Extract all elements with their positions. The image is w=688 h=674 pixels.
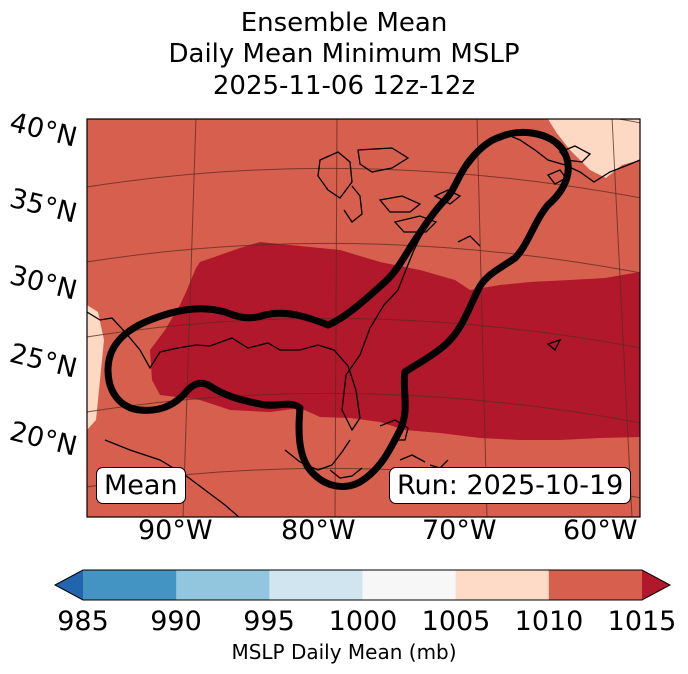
lon-label-60w: 60°W: [563, 515, 638, 546]
colorbar-label: MSLP Daily Mean (mb): [231, 640, 457, 664]
colorbar-segment-1005-1010: [455, 570, 550, 600]
lon-label-80w: 80°W: [281, 515, 356, 546]
mean-label-box: Mean: [96, 467, 186, 504]
colorbar-tick-995: 995: [243, 606, 295, 637]
colorbar-tick-1000: 1000: [328, 606, 398, 637]
ensemble-outline: [104, 128, 572, 490]
title-line-1: Ensemble Mean: [240, 8, 448, 38]
colorbar-segment-985-990: [83, 570, 177, 600]
colorbar-segment-1010-1015: [548, 570, 643, 600]
colorbar-tick-985: 985: [57, 606, 109, 637]
map-frame: [86, 118, 641, 518]
colorbar-outline: [53, 569, 672, 601]
pressure-1005-1010-region-northeast: [548, 119, 640, 178]
colorbar-under-arrow: [55, 570, 83, 600]
lon-label-90w: 90°W: [138, 515, 213, 546]
colorbar-tick-1005: 1005: [421, 606, 491, 637]
colorbar-tick-1015: 1015: [607, 606, 677, 637]
title-line-2: Daily Mean Minimum MSLP: [168, 39, 520, 69]
colorbar-segments: [83, 570, 643, 600]
lon-label-70w: 70°W: [422, 515, 497, 546]
colorbar-tick-1010: 1010: [514, 606, 584, 637]
run-date-label-box: Run: 2025-10-19: [389, 467, 632, 504]
colorbar-over-arrow: [642, 570, 670, 600]
colorbar-segment-990-995: [176, 570, 270, 600]
colorbar: [53, 569, 672, 601]
title-line-3: 2025-11-06 12z-12z: [212, 71, 476, 101]
pressure-over-1015-region: [150, 242, 640, 440]
colorbar-tick-990: 990: [150, 606, 202, 637]
colorbar-segment-995-1000: [269, 570, 363, 600]
colorbar-segment-1000-1005: [362, 570, 457, 600]
map-area: [87, 119, 640, 517]
